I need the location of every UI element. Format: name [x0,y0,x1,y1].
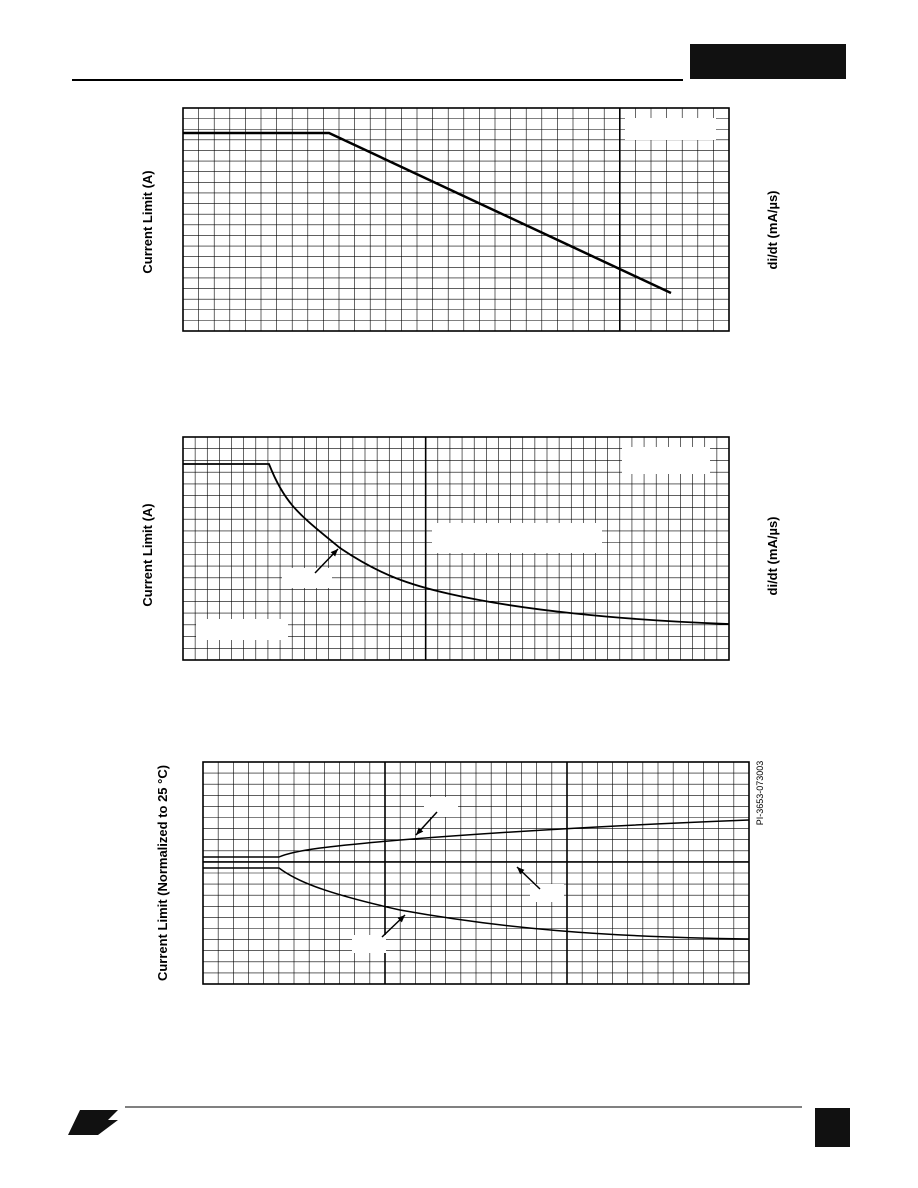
label-box [196,619,288,640]
plot-frame [202,761,750,985]
curve [183,131,672,295]
figure-code: PI-3653-073003 [755,761,765,826]
chart-1 [182,107,730,332]
arrow-head [517,867,525,875]
y-axis-label: Current Limit (A) [140,503,155,606]
label-box [282,568,332,588]
header-tab [690,44,846,79]
chart-2 [182,436,730,661]
arrow-head [397,915,405,923]
page-tab [815,1108,850,1147]
right-axis-label: di/dt (mA/µs) [765,191,780,270]
label-box [432,523,602,553]
y-axis-label: Current Limit (Normalized to 25 °C) [155,765,170,981]
curve [183,463,730,625]
chart-3 [202,761,750,985]
label-box [352,935,386,953]
y-axis-label: Current Limit (A) [140,170,155,273]
label-box [622,447,710,474]
arrow-head [416,827,424,835]
plot-frame [182,107,730,332]
curve [203,867,750,940]
right-axis-label: di/dt (mA/µs) [765,517,780,596]
label-box [530,884,564,902]
label-box [625,118,716,140]
label-box [424,797,458,817]
arrow-head [330,549,338,557]
curve [203,819,750,858]
logo [68,1110,118,1135]
plot-frame [182,436,730,661]
